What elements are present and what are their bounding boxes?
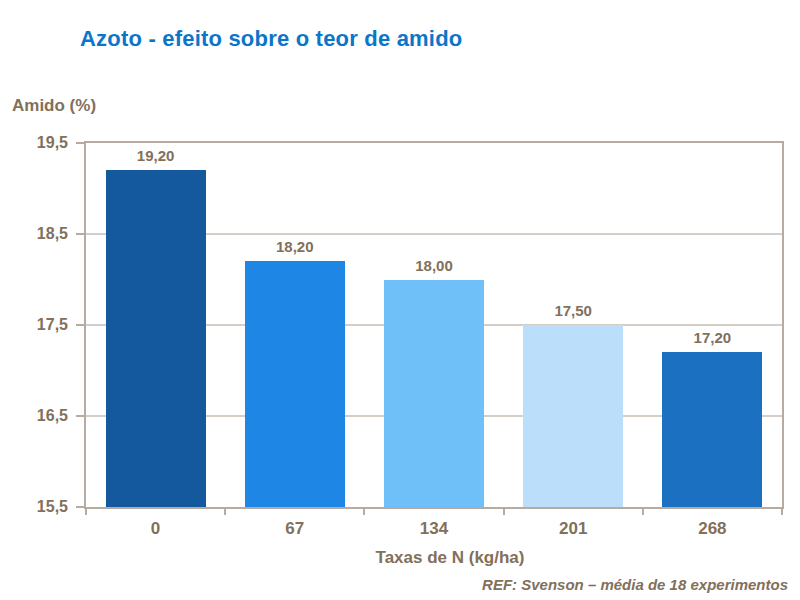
x-category-label: 134 bbox=[364, 519, 503, 539]
y-tick-label: 19,5 bbox=[6, 132, 68, 154]
bar bbox=[384, 280, 484, 508]
x-category-label: 268 bbox=[643, 519, 782, 539]
y-tick-mark bbox=[76, 506, 84, 508]
y-tick-mark bbox=[76, 324, 84, 326]
y-tick-label: 17,5 bbox=[6, 314, 68, 336]
bar bbox=[106, 170, 206, 507]
bar bbox=[662, 352, 762, 507]
x-category-label: 201 bbox=[504, 519, 643, 539]
x-axis-title: Taxas de N (kg/ha) bbox=[100, 548, 800, 568]
bar-value-label: 18,20 bbox=[225, 238, 364, 255]
x-category-label: 67 bbox=[225, 519, 364, 539]
y-tick-label: 18,5 bbox=[6, 223, 68, 245]
x-category-label: 0 bbox=[86, 519, 225, 539]
y-tick-mark bbox=[76, 233, 84, 235]
y-tick-mark bbox=[76, 415, 84, 417]
x-tick-mark bbox=[781, 509, 783, 515]
chart-slide: Azoto - efeito sobre o teor de amido Ami… bbox=[0, 0, 800, 600]
chart-title: Azoto - efeito sobre o teor de amido bbox=[80, 26, 462, 52]
x-tick-mark bbox=[85, 509, 87, 515]
y-axis-title: Amido (%) bbox=[12, 96, 96, 116]
x-tick-mark bbox=[503, 509, 505, 515]
plot-area: 19,518,517,516,515,519,20018,206718,0013… bbox=[84, 141, 784, 509]
x-tick-mark bbox=[363, 509, 365, 515]
bar bbox=[523, 325, 623, 507]
bar-value-label: 17,20 bbox=[643, 329, 782, 346]
y-tick-label: 16,5 bbox=[6, 405, 68, 427]
y-tick-label: 15,5 bbox=[6, 496, 68, 518]
footnote: REF: Svenson – média de 18 experimentos bbox=[482, 576, 788, 593]
bar-value-label: 17,50 bbox=[504, 302, 643, 319]
y-tick-mark bbox=[76, 142, 84, 144]
bar-value-label: 19,20 bbox=[86, 147, 225, 164]
bar-value-label: 18,00 bbox=[364, 257, 503, 274]
bar bbox=[245, 261, 345, 507]
x-tick-mark bbox=[224, 509, 226, 515]
x-tick-mark bbox=[642, 509, 644, 515]
